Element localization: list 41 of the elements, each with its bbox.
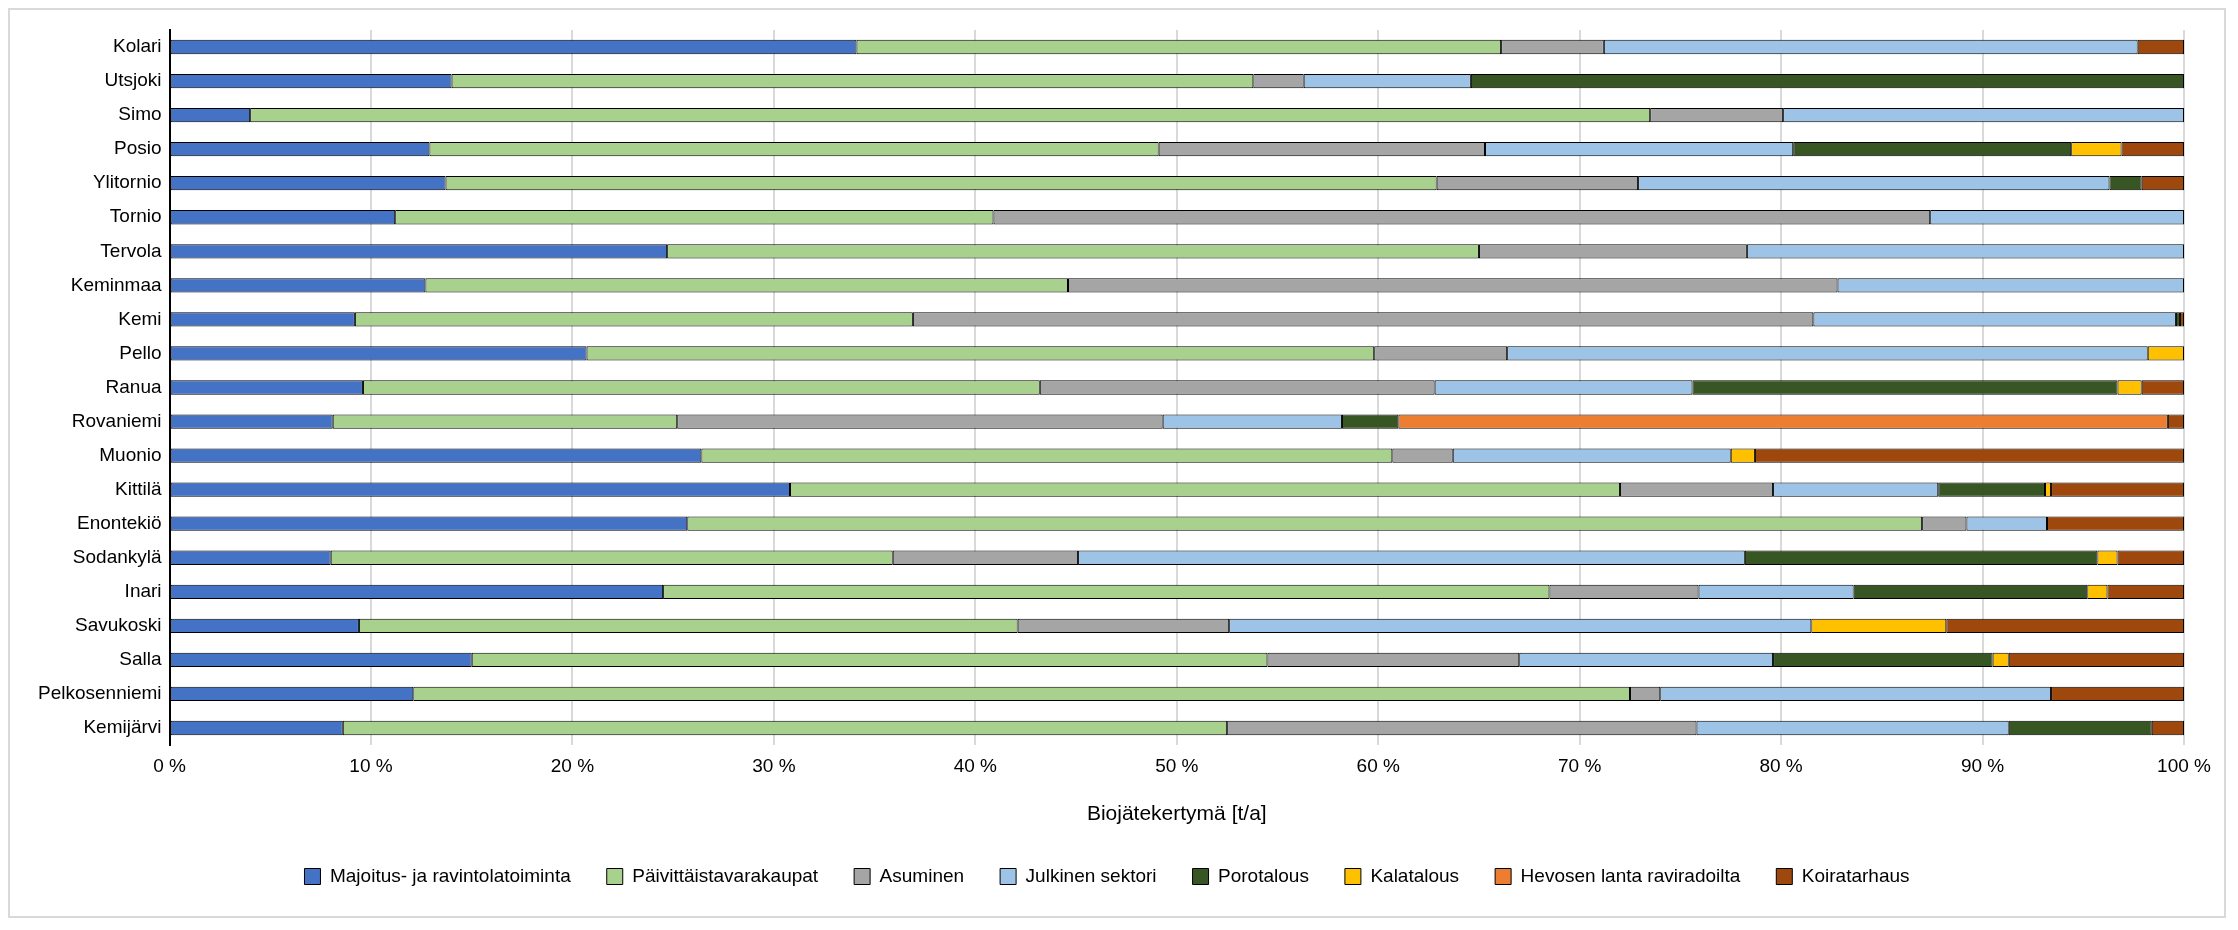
x-tick-label: 60 % bbox=[1356, 754, 1400, 776]
legend-label: Koiratarhaus bbox=[1801, 864, 1910, 886]
legend-label: Kalatalous bbox=[1370, 864, 1460, 886]
x-tick-label: 40 % bbox=[953, 754, 998, 776]
y-tick-label: Salla bbox=[119, 648, 162, 670]
y-tick-label: Rovaniemi bbox=[71, 409, 162, 431]
x-tick-label: 80 % bbox=[1759, 754, 1803, 776]
y-tick-label: Tervola bbox=[100, 239, 162, 261]
x-tick-label: 10 % bbox=[349, 754, 393, 776]
legend-label: Porotalous bbox=[1218, 864, 1309, 886]
y-tick-label: Savukoski bbox=[74, 614, 162, 636]
legend-label: Päivittäistavarakaupat bbox=[632, 864, 819, 886]
x-tick-label: 100 % bbox=[2157, 754, 2212, 776]
legend-label: Julkinen sektori bbox=[1025, 864, 1157, 886]
y-tick-label: Inari bbox=[124, 580, 162, 602]
y-tick-label: Kittilä bbox=[115, 477, 162, 499]
x-tick-label: 50 % bbox=[1155, 754, 1199, 776]
legend-label: Asuminen bbox=[879, 864, 965, 886]
y-tick-label: Keminmaa bbox=[70, 273, 162, 295]
y-tick-label: Kolari bbox=[112, 35, 162, 57]
y-tick-label: Pello bbox=[119, 341, 162, 363]
x-tick-label: 30 % bbox=[752, 754, 796, 776]
x-tick-label: 20 % bbox=[550, 754, 595, 776]
y-tick-label: Ranua bbox=[105, 375, 162, 397]
y-tick-label: Kemijärvi bbox=[83, 716, 162, 738]
y-tick-label: Utsjoki bbox=[104, 69, 162, 91]
y-tick-label: Enontekiö bbox=[77, 511, 162, 533]
y-tick-label: Tornio bbox=[109, 205, 162, 227]
legend-label: Majoitus- ja ravintolatoiminta bbox=[329, 864, 572, 886]
x-tick-label: 90 % bbox=[1960, 754, 2005, 776]
y-tick-label: Muonio bbox=[99, 443, 162, 465]
y-tick-label: Simo bbox=[118, 103, 162, 125]
legend-label: Hevosen lanta raviradoilta bbox=[1520, 864, 1741, 886]
y-tick-label: Kemi bbox=[118, 307, 162, 329]
x-tick-label: 0 % bbox=[153, 754, 187, 776]
y-tick-label: Ylitornio bbox=[92, 171, 162, 193]
y-tick-label: Pelkosenniemi bbox=[37, 682, 162, 704]
y-tick-label: Posio bbox=[114, 137, 162, 159]
x-tick-label: 70 % bbox=[1558, 754, 1602, 776]
y-tick-label: Sodankylä bbox=[72, 545, 162, 567]
x-axis-title: Biojätekertymä [t/a] bbox=[1086, 801, 1267, 825]
